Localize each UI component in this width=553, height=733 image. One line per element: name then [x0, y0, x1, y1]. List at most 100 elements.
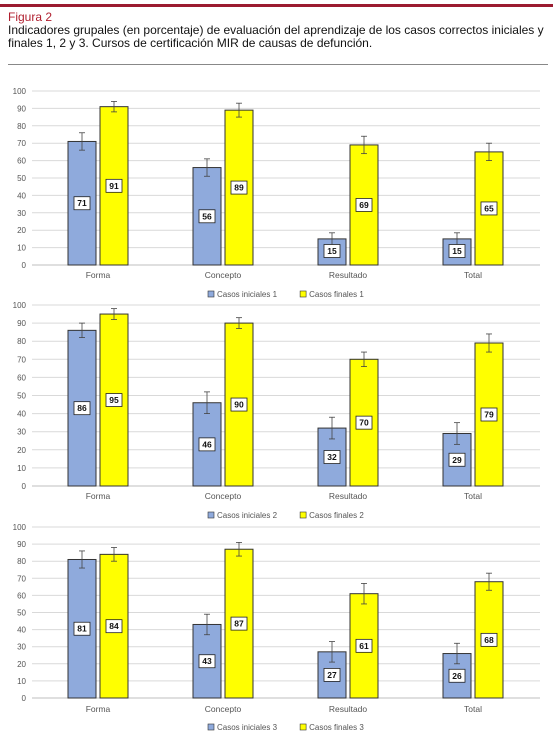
data-label: 26 [452, 671, 462, 681]
x-category-label: Resultado [329, 270, 368, 280]
y-tick-label: 0 [22, 482, 27, 491]
legend-swatch [299, 723, 307, 731]
y-tick-label: 50 [17, 174, 26, 183]
y-tick-label: 100 [13, 301, 27, 310]
y-tick-label: 80 [17, 557, 26, 566]
data-label-box [73, 196, 91, 211]
data-label-box [198, 209, 216, 224]
data-label: 61 [359, 641, 369, 651]
data-label: 91 [109, 181, 119, 191]
y-tick-label: 20 [17, 660, 26, 669]
data-label: 56 [202, 211, 212, 221]
data-label: 29 [452, 455, 462, 465]
x-category-label: Concepto [205, 491, 242, 501]
y-tick-label: 40 [17, 626, 26, 635]
y-tick-label: 60 [17, 591, 26, 600]
figure-caption: Indicadores grupales (en porcentaje) de … [8, 23, 544, 50]
legend-swatch [207, 511, 215, 519]
data-label-box [448, 244, 466, 258]
data-label-box [198, 654, 216, 669]
data-label-box [105, 619, 123, 634]
y-tick-label: 100 [13, 87, 27, 96]
legend-label: Casos iniciales 3 [217, 723, 278, 732]
legend-swatch [207, 723, 215, 731]
y-tick-label: 10 [17, 244, 26, 253]
data-label-box [480, 632, 498, 647]
data-label: 86 [77, 403, 87, 413]
y-tick-label: 30 [17, 209, 26, 218]
data-label-box [480, 201, 498, 216]
y-tick-label: 40 [17, 410, 26, 419]
x-category-label: Concepto [205, 270, 242, 280]
data-label: 87 [234, 619, 244, 629]
y-tick-label: 80 [17, 337, 26, 346]
data-label-box [355, 638, 373, 653]
legend-swatch [299, 511, 307, 519]
data-label: 71 [77, 198, 87, 208]
x-category-label: Total [464, 491, 482, 501]
data-label-box [355, 415, 373, 430]
x-category-label: Forma [86, 270, 111, 280]
data-label-box [230, 180, 248, 195]
data-label: 15 [452, 246, 462, 256]
data-label-box [448, 452, 466, 467]
y-tick-label: 90 [17, 540, 26, 549]
legend-label: Casos finales 3 [309, 723, 364, 732]
data-label: 27 [327, 670, 337, 680]
bar-finales [349, 358, 379, 487]
data-label: 15 [327, 246, 337, 256]
x-category-label: Resultado [329, 491, 368, 501]
y-tick-label: 80 [17, 122, 26, 131]
data-label: 90 [234, 400, 244, 410]
y-tick-label: 0 [22, 694, 27, 703]
y-tick-label: 70 [17, 574, 26, 583]
y-tick-label: 60 [17, 373, 26, 382]
data-label-box [323, 668, 341, 682]
data-label: 32 [327, 452, 337, 462]
data-label-box [73, 621, 91, 636]
data-label: 79 [484, 410, 494, 420]
legend-swatch [299, 290, 307, 298]
data-label-box [73, 401, 91, 416]
legend-label: Casos finales 2 [309, 511, 364, 520]
y-tick-label: 0 [22, 261, 27, 270]
header-accent-bar [0, 4, 553, 7]
data-label-box [323, 244, 341, 258]
data-label: 89 [234, 183, 244, 193]
y-tick-label: 90 [17, 104, 26, 113]
figure-label: Figura 2 [8, 10, 53, 24]
data-label: 81 [77, 624, 87, 634]
legend-label: Casos iniciales 1 [217, 290, 278, 299]
y-tick-label: 90 [17, 319, 26, 328]
y-tick-label: 60 [17, 157, 26, 166]
x-category-label: Total [464, 704, 482, 714]
y-tick-label: 50 [17, 392, 26, 401]
y-tick-label: 70 [17, 139, 26, 148]
y-tick-label: 70 [17, 355, 26, 364]
data-label-box [105, 393, 123, 407]
y-tick-label: 20 [17, 446, 26, 455]
data-label: 43 [202, 656, 212, 666]
data-label-box [230, 397, 248, 412]
x-category-label: Forma [86, 704, 111, 714]
legend-swatch [207, 290, 215, 298]
data-label: 95 [109, 395, 119, 405]
y-tick-label: 50 [17, 609, 26, 618]
legend-label: Casos iniciales 2 [217, 511, 278, 520]
data-label: 46 [202, 439, 212, 449]
y-tick-label: 40 [17, 191, 26, 200]
y-tick-label: 10 [17, 464, 26, 473]
y-tick-label: 100 [13, 523, 27, 532]
y-tick-label: 30 [17, 428, 26, 437]
y-tick-label: 10 [17, 677, 26, 686]
x-category-label: Concepto [205, 704, 242, 714]
x-category-label: Total [464, 270, 482, 280]
caption-divider [8, 64, 548, 65]
data-label: 65 [484, 203, 494, 213]
data-label-box [230, 616, 248, 631]
legend-label: Casos finales 1 [309, 290, 364, 299]
data-label: 68 [484, 635, 494, 645]
x-category-label: Resultado [329, 704, 368, 714]
y-tick-label: 30 [17, 643, 26, 652]
